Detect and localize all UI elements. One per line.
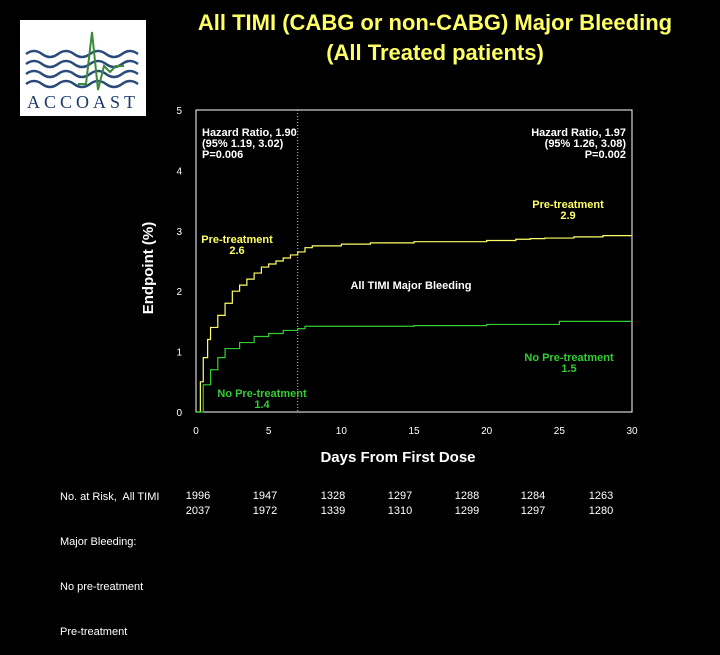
no-pretreatment-label-right: No Pre-treatment — [524, 352, 614, 364]
at-risk-label: No. at Risk, All TIMI Major Bleeding: No… — [60, 460, 159, 655]
at-risk-no-pretreatment-value: 1284 — [520, 490, 546, 502]
hazard-ratio-right: P=0.002 — [585, 149, 626, 161]
no-pretreatment-label-right: 1.5 — [561, 363, 576, 375]
x-tick-label: 10 — [336, 426, 348, 437]
at-risk-no-pretreatment-value: 1288 — [454, 490, 480, 502]
title-line-2: (All Treated patients) — [326, 40, 544, 65]
at-risk-no-pretreatment-value: 1297 — [387, 490, 413, 502]
y-tick-label: 5 — [176, 106, 182, 117]
pretreatment-label-right: Pre-treatment — [532, 199, 604, 211]
hazard-ratio-left: P=0.006 — [202, 149, 243, 161]
no-pretreatment-label-left: 1.4 — [254, 399, 270, 411]
at-risk-no-pretreatment-value: 1947 — [252, 490, 278, 502]
accoast-logo: ACCOAST — [20, 20, 146, 116]
hazard-ratio-right: Hazard Ratio, 1.97 — [531, 127, 626, 139]
y-tick-label: 2 — [176, 287, 182, 298]
hazard-ratio-left: Hazard Ratio, 1.90 — [202, 127, 297, 139]
at-risk-pretreatment-value: 2037 — [185, 505, 211, 517]
hazard-ratio-right: (95% 1.26, 3.08) — [545, 138, 627, 150]
series-pretreatment-line — [196, 235, 632, 413]
at-risk-pretreatment-value: 1297 — [520, 505, 546, 517]
plot-area — [195, 109, 633, 413]
logo-graphic — [25, 31, 139, 91]
pretreatment-label-right: 2.9 — [560, 210, 575, 222]
pretreatment-label-left: Pre-treatment — [201, 234, 273, 246]
at-risk-line-1: No. at Risk, All TIMI — [60, 491, 160, 503]
y-axis-label: Endpoint (%) — [140, 221, 157, 315]
x-tick-label: 15 — [408, 426, 420, 437]
at-risk-pretreatment-value: 1972 — [252, 505, 278, 517]
title-line-1: All TIMI (CABG or non-CABG) Major Bleedi… — [197, 10, 673, 35]
x-tick-label: 5 — [266, 426, 272, 437]
at-risk-pretreatment-value: 1310 — [387, 505, 413, 517]
slide-title: All TIMI (CABG or non-CABG) Major Bleedi… — [150, 8, 720, 68]
center-label: All TIMI Major Bleeding — [350, 280, 471, 292]
pretreatment-label-left: 2.6 — [229, 245, 244, 257]
at-risk-line-3: No pre-treatment — [60, 581, 144, 593]
x-tick-label: 25 — [554, 426, 566, 437]
x-tick-label: 30 — [626, 426, 638, 437]
no-pretreatment-label-left: No Pre-treatment — [217, 388, 307, 400]
at-risk-pretreatment-value: 1299 — [454, 505, 480, 517]
y-tick-label: 0 — [176, 408, 182, 419]
hazard-ratio-left: (95% 1.19, 3.02) — [202, 138, 284, 150]
x-axis-label: Days From First Dose — [320, 449, 475, 466]
at-risk-line-2: Major Bleeding: — [60, 536, 137, 548]
series-no-pretreatment-line — [196, 320, 632, 413]
y-tick-label: 3 — [176, 227, 182, 238]
at-risk-line-4: Pre-treatment — [60, 626, 128, 638]
logo-text: ACCOAST — [26, 92, 139, 112]
at-risk-no-pretreatment-value: 1328 — [320, 490, 346, 502]
x-tick-label: 0 — [193, 426, 199, 437]
at-risk-pretreatment-value: 1280 — [588, 505, 614, 517]
y-tick-label: 4 — [176, 166, 182, 177]
at-risk-no-pretreatment-value: 1996 — [185, 490, 211, 502]
y-tick-label: 1 — [176, 348, 182, 359]
kaplan-meier-chart: 0 1 2 3 4 5 0 5 10 15 20 25 30 Days From First Dose H… — [176, 106, 638, 466]
at-risk-no-pretreatment-value: 1263 — [588, 490, 614, 502]
x-tick-label: 20 — [481, 426, 493, 437]
at-risk-pretreatment-value: 1339 — [320, 505, 346, 517]
